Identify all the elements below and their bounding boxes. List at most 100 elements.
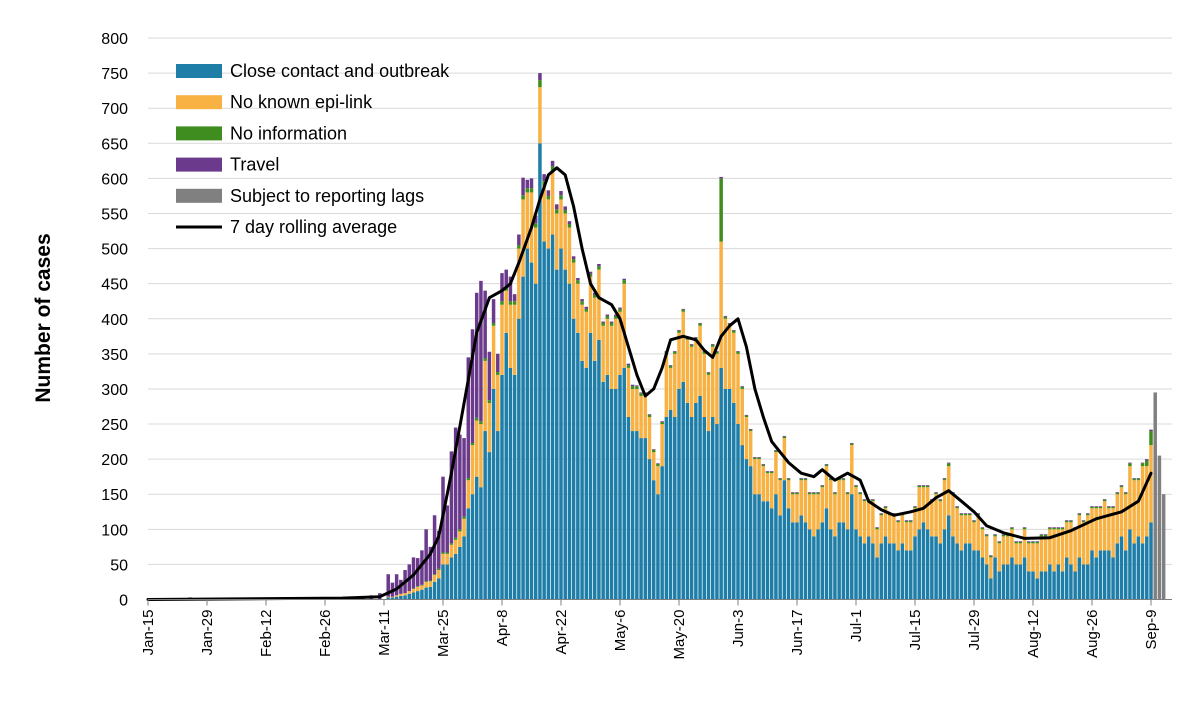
bar-segment-no-epi-link (576, 283, 580, 333)
bar-segment-close-contact (1039, 571, 1044, 600)
bar-segment-close-contact (592, 360, 597, 600)
bar-segment-close-contact (491, 388, 496, 600)
x-tick-label: Aug-12 (1025, 610, 1042, 658)
bar-segment-close-contact (386, 597, 390, 600)
bar-segment-close-contact (925, 529, 930, 600)
bar-segment-no-information (1056, 527, 1061, 530)
bar-segment-close-contact (584, 367, 589, 600)
bar-segment-close-contact (1060, 571, 1065, 600)
bar-segment-travel (1149, 429, 1153, 432)
bar-segment-no-epi-link (424, 581, 428, 588)
bar-segment-close-contact (740, 445, 744, 600)
bar-segment-close-contact (778, 515, 782, 600)
bar-segment-no-epi-link (1145, 466, 1149, 537)
bar-segment-no-information (441, 552, 445, 554)
bar-segment-no-epi-link (812, 494, 816, 537)
bar-segment-no-information (1069, 520, 1073, 523)
bar-segment-no-information (1140, 463, 1145, 467)
bar-segment-travel (483, 290, 487, 359)
bar-segment-travel (609, 321, 614, 323)
bar-segment-close-contact (466, 508, 471, 600)
bar-segment-close-contact (858, 536, 862, 600)
bar-segment-travel (563, 206, 567, 210)
bar-segment-travel (993, 534, 997, 535)
bar-segment-no-epi-link (394, 595, 399, 597)
bar-segment-travel (525, 179, 530, 189)
bar-segment-close-contact (614, 388, 618, 600)
bar-segment-close-contact (1069, 564, 1073, 600)
bar-segment-close-contact (904, 550, 909, 600)
bar-segment-no-epi-link (833, 494, 837, 537)
x-tick-label: Jul-15 (907, 610, 924, 651)
bar-segment-no-information (1005, 534, 1010, 537)
bar-segment-close-contact (799, 515, 803, 600)
y-axis-tick-labels: 0 50 100 150 200 250 300 350 400 450 500 550 600 650 7… (101, 31, 128, 610)
bar-segment-travel (630, 384, 635, 387)
bar-segment-close-contact (803, 522, 808, 600)
bar-segment-travel (1145, 459, 1149, 461)
bar-segment-close-contact (1027, 571, 1031, 600)
bar-segment-travel (769, 471, 774, 472)
y-tick-label: 500 (101, 242, 128, 259)
bar-segment-no-information (529, 188, 534, 193)
bar-segment-no-epi-link (546, 199, 551, 249)
y-tick-label: 650 (101, 136, 128, 153)
bar-segment-no-epi-link (706, 374, 711, 432)
bar-segment-no-epi-link (816, 494, 820, 530)
bar-segment-close-contact (474, 476, 479, 600)
bar-segment-no-epi-link (824, 466, 829, 509)
bar-segment-travel (732, 329, 736, 331)
bar-segment-travel (584, 306, 589, 309)
bar-segment-travel (546, 190, 551, 196)
bar-segment-travel (883, 506, 888, 507)
bar-segment-no-epi-link (668, 367, 673, 410)
bar-segment-travel (925, 485, 930, 486)
bar-segment-no-epi-link (866, 501, 871, 537)
bar-segment-no-information (1039, 534, 1044, 537)
bar-segment-no-epi-link (959, 515, 964, 551)
bar-segment-close-contact (542, 241, 546, 600)
bar-segment-no-information (984, 534, 989, 537)
bar-segment-no-information (715, 351, 719, 354)
legend: Close contact and outbreak No known epi-l… (176, 61, 450, 237)
bar-segment-no-epi-link (913, 508, 917, 537)
bar-segment-no-information (576, 280, 580, 284)
bar-segment-no-information (1123, 492, 1128, 495)
bar-segment-no-epi-link (904, 522, 909, 551)
bar-segment-close-contact (462, 536, 466, 600)
x-tick-label: Aug-26 (1084, 610, 1101, 658)
bar-segment-travel (1102, 499, 1107, 500)
bar-segment-close-contact (710, 417, 715, 600)
bar-segment-no-information (1001, 534, 1006, 537)
bar-segment-no-epi-link (415, 586, 420, 592)
bar-segment-close-contact (1005, 564, 1010, 600)
bar-segment-no-epi-link (858, 494, 862, 537)
bar-segment-close-contact (833, 536, 837, 600)
bar-segment-no-epi-link (845, 494, 850, 530)
bar-segment-no-information (614, 315, 618, 319)
bar-segment-no-epi-link (871, 501, 875, 544)
bar-segment-no-information (647, 414, 652, 418)
bar-segment-close-contact (622, 367, 626, 600)
bar-segment-travel (1098, 506, 1103, 507)
bar-segment-close-contact (900, 543, 905, 600)
bar-segment-no-information (1035, 541, 1039, 544)
bar-segment-no-information (483, 358, 487, 361)
bar-segment-no-information (1094, 506, 1098, 509)
y-tick-label: 0 (119, 593, 128, 610)
bar-segment-no-information (635, 386, 639, 389)
bar-segment-no-epi-link (1027, 543, 1031, 572)
bar-segment-travel (972, 520, 976, 521)
bar-segment-close-contact (635, 431, 639, 600)
bar-segment-travel (946, 462, 951, 464)
bar-segment-close-contact (1123, 550, 1128, 600)
bar-segment-close-contact (470, 494, 475, 600)
bar-segment-no-information (896, 520, 900, 523)
bar-segment-travel (542, 174, 546, 182)
bar-segment-close-contact (989, 578, 993, 600)
bar-segment-travel (521, 177, 525, 196)
bar-segment-no-information (597, 266, 601, 270)
bar-segment-travel (824, 464, 829, 465)
bar-segment-close-contact (525, 248, 530, 600)
